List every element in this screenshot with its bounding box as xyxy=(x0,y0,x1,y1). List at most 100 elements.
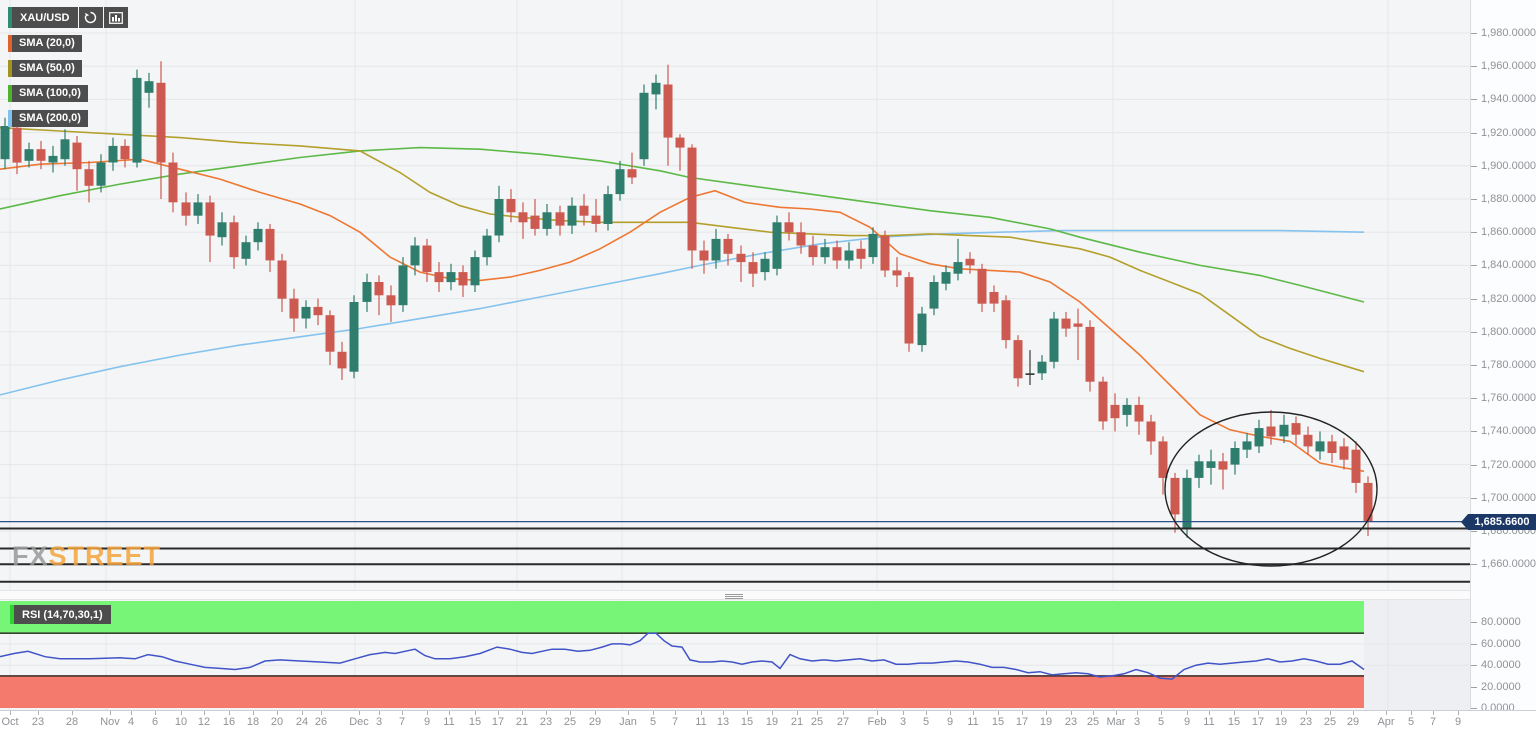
price-axis-label: 1,820.0000 xyxy=(1481,293,1536,305)
date-axis-tick xyxy=(570,711,571,715)
panel-divider xyxy=(0,590,1470,600)
sma-legend-item-0[interactable]: SMA (20,0) xyxy=(8,34,82,52)
price-axis-tick xyxy=(1471,398,1477,399)
date-axis-tick xyxy=(817,711,818,715)
support-resistance-lines[interactable] xyxy=(0,527,1470,583)
date-axis-label: Mar xyxy=(1106,716,1126,728)
panel-resize-handle[interactable] xyxy=(725,593,743,599)
date-axis-label: 7 xyxy=(671,716,679,728)
sma-legend-item-1[interactable]: SMA (50,0) xyxy=(8,59,82,77)
sma50-line[interactable] xyxy=(0,126,1365,373)
rsi-oversold-zone xyxy=(0,675,1364,708)
date-axis-label: 11 xyxy=(443,716,455,728)
chart-type-button[interactable] xyxy=(103,7,128,28)
date-axis-tick xyxy=(110,711,111,715)
price-axis[interactable]: 1,980.0000 1,960.0000 1,940.0000 1,920.0000… xyxy=(1470,0,1536,714)
date-axis-tick xyxy=(1330,711,1331,715)
date-axis[interactable]: Oct 23 28 Nov 4 6 10 12 16 18 20 24 26 Dec 3 7 9 11 15 17 21… xyxy=(0,710,1536,732)
candlesticks[interactable] xyxy=(0,61,1373,538)
date-axis-tick xyxy=(1071,711,1072,715)
date-axis-tick xyxy=(1353,711,1354,715)
date-axis-label: 5 xyxy=(1407,716,1415,728)
rsi-line xyxy=(0,632,1365,680)
price-axis-label: 1,700.0000 xyxy=(1481,492,1536,504)
date-axis-tick xyxy=(302,711,303,715)
date-axis-tick xyxy=(1046,711,1047,715)
date-axis-label: 17 xyxy=(491,716,505,728)
date-axis-tick xyxy=(903,711,904,715)
date-axis-label: Dec xyxy=(349,716,369,728)
date-axis-tick xyxy=(877,711,878,715)
date-axis-tick xyxy=(1187,711,1188,715)
date-axis-label: 9 xyxy=(423,716,431,728)
date-axis-label: 3 xyxy=(1133,716,1141,728)
date-axis-label: 27 xyxy=(836,716,850,728)
price-axis-label: 1,860.0000 xyxy=(1481,226,1536,238)
date-axis-label: 3 xyxy=(899,716,907,728)
date-axis-tick xyxy=(1161,711,1162,715)
price-chart-canvas[interactable] xyxy=(0,0,1470,590)
rsi-axis-tick xyxy=(1471,708,1477,709)
date-axis-label: 11 xyxy=(695,716,707,728)
rsi-axis-tick xyxy=(1471,665,1477,666)
sma-legend-item-2[interactable]: SMA (100,0) xyxy=(8,84,88,102)
rsi-chart-canvas[interactable] xyxy=(0,600,1470,710)
price-axis-tick xyxy=(1471,332,1477,333)
price-axis-label: 1,960.0000 xyxy=(1481,60,1536,72)
date-axis-tick xyxy=(1234,711,1235,715)
sma-legend-item-3[interactable]: SMA (200,0) xyxy=(8,109,88,127)
price-axis-tick xyxy=(1471,265,1477,266)
date-axis-label: 23 xyxy=(539,716,553,728)
date-axis-label: 16 xyxy=(222,716,236,728)
date-axis-label: 28 xyxy=(65,716,79,728)
date-axis-tick xyxy=(675,711,676,715)
sma20-line[interactable] xyxy=(0,158,1365,473)
date-axis-tick xyxy=(998,711,999,715)
date-axis-tick xyxy=(522,711,523,715)
sma200-line[interactable] xyxy=(0,229,1365,396)
symbol-button[interactable]: XAU/USD xyxy=(8,7,78,28)
date-axis-tick xyxy=(653,711,654,715)
annotation-ellipse[interactable] xyxy=(1164,411,1378,567)
date-axis-label: 25 xyxy=(563,716,577,728)
date-axis-label: 9 xyxy=(1454,716,1462,728)
date-axis-label: 11 xyxy=(1203,716,1215,728)
rsi-indicator-button[interactable]: RSI (14,70,30,1) xyxy=(10,605,111,624)
refresh-button[interactable] xyxy=(78,7,103,28)
date-axis-label: 17 xyxy=(1015,716,1029,728)
price-axis-label: 1,800.0000 xyxy=(1481,326,1536,338)
date-axis-tick xyxy=(595,711,596,715)
date-axis-label: 12 xyxy=(197,716,211,728)
date-axis-label: 7 xyxy=(1429,716,1437,728)
rsi-axis-label: 80.0000 xyxy=(1481,616,1521,628)
date-axis-tick xyxy=(747,711,748,715)
rsi-overbought-zone xyxy=(0,601,1364,634)
rsi-indicator-label: RSI (14,70,30,1) xyxy=(22,608,103,621)
date-axis-label: 25 xyxy=(1323,716,1337,728)
date-axis-label: Jan xyxy=(619,716,637,728)
date-axis-tick xyxy=(277,711,278,715)
date-axis-tick xyxy=(843,711,844,715)
watermark-street: STREET xyxy=(48,541,162,571)
date-axis-label: 3 xyxy=(375,716,383,728)
date-axis-tick xyxy=(1433,711,1434,715)
date-axis-tick xyxy=(1306,711,1307,715)
chart-type-icon xyxy=(108,11,123,24)
price-axis-tick xyxy=(1471,431,1477,432)
price-axis-tick xyxy=(1471,465,1477,466)
date-axis-label: 25 xyxy=(1086,716,1100,728)
date-axis-tick xyxy=(1458,711,1459,715)
date-axis-tick xyxy=(72,711,73,715)
rsi-axis-tick xyxy=(1471,622,1477,623)
date-axis-tick xyxy=(1093,711,1094,715)
price-axis-label: 1,940.0000 xyxy=(1481,93,1536,105)
date-axis-label: 5 xyxy=(649,716,657,728)
date-axis-label: 20 xyxy=(270,716,284,728)
symbol-label: XAU/USD xyxy=(20,11,70,24)
sma-legend: SMA (20,0) SMA (50,0) SMA (100,0) SMA (200,… xyxy=(8,33,88,133)
date-axis-tick xyxy=(950,711,951,715)
date-axis-tick xyxy=(321,711,322,715)
date-axis-tick xyxy=(379,711,380,715)
date-axis-tick xyxy=(1209,711,1210,715)
date-axis-label: 15 xyxy=(740,716,754,728)
